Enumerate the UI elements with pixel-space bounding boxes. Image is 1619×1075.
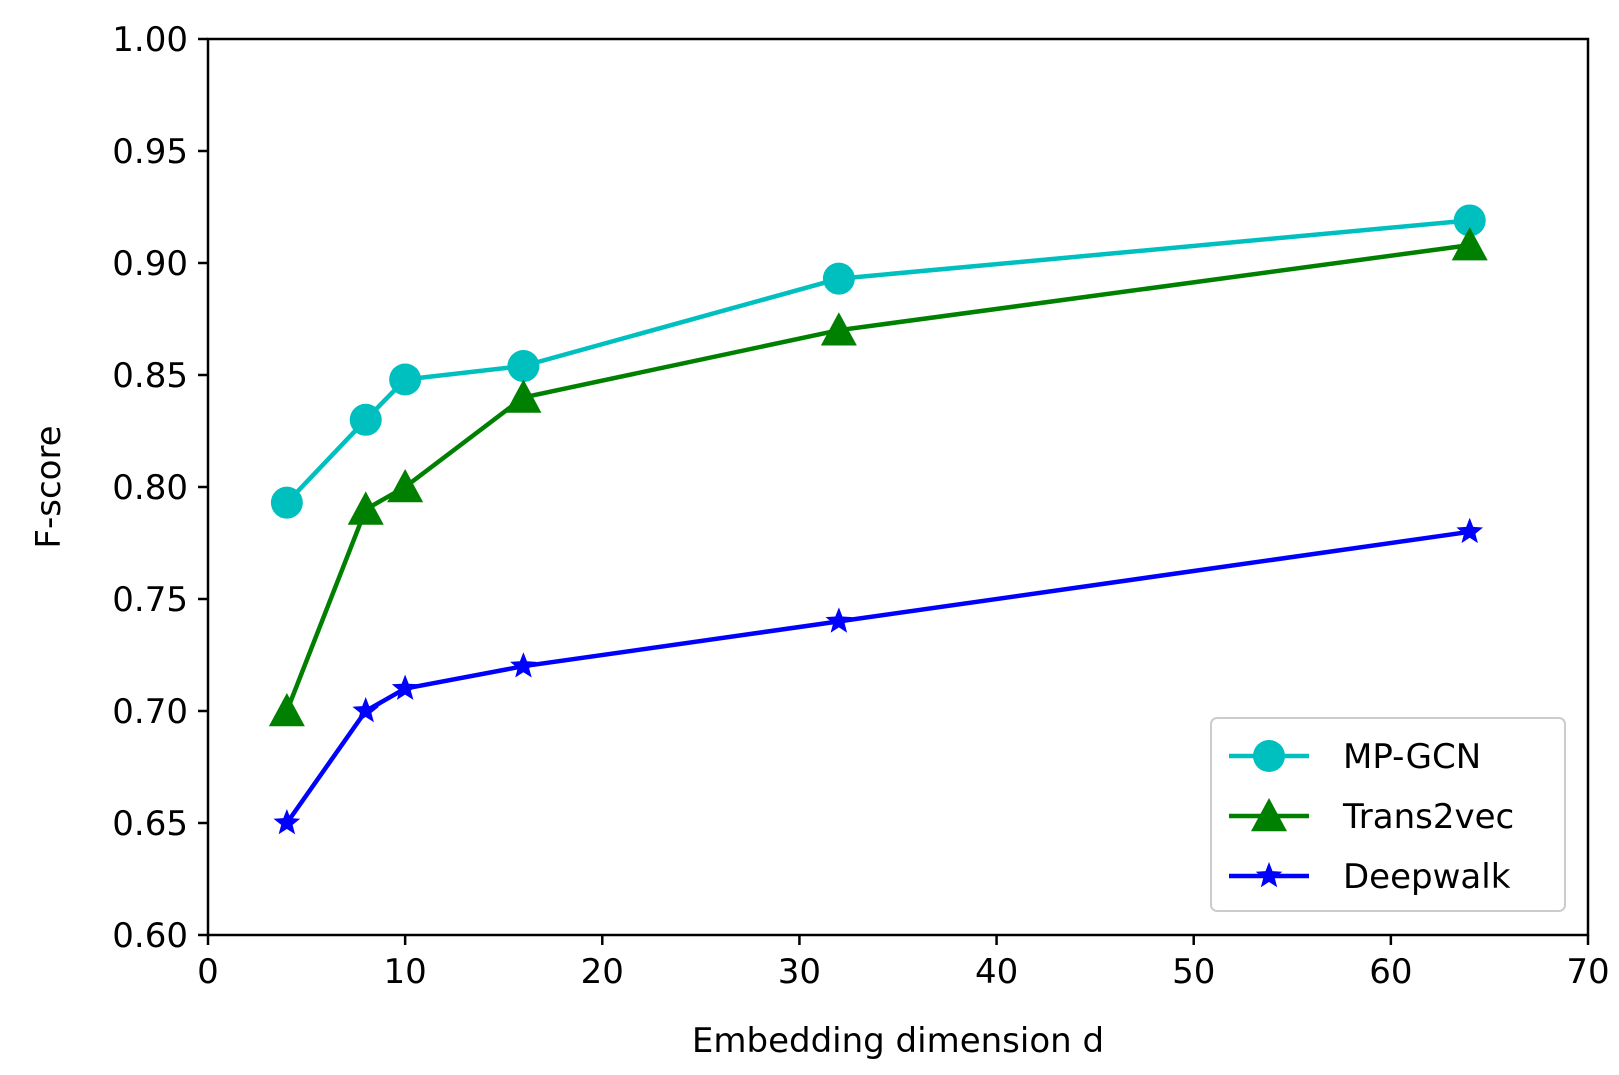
data-point [822, 262, 855, 295]
data-point [507, 350, 540, 383]
y-tick-label: 0.70 [112, 692, 188, 732]
data-point [387, 469, 424, 503]
y-axis-label: F-score [29, 425, 69, 548]
x-tick-label: 50 [1172, 952, 1215, 992]
series-deepwalk [273, 517, 1483, 835]
x-tick-label: 0 [197, 952, 219, 992]
legend: MP-GCN Trans2vec Deepwalk [1210, 717, 1566, 912]
data-point [510, 652, 537, 678]
series-trans2vec [268, 227, 1488, 727]
series-line [285, 529, 1471, 825]
data-point [1453, 204, 1486, 237]
data-point [349, 403, 382, 436]
data-point [273, 809, 301, 835]
data-point [1456, 517, 1483, 544]
y-tick-label: 0.75 [112, 580, 188, 620]
x-axis-label: Embedding dimension d [692, 1021, 1104, 1061]
y-axis: 0.60 0.65 0.70 0.75 0.80 0.85 0.90 0.95 1.00 [112, 20, 208, 956]
y-tick-label: 1.00 [112, 20, 188, 60]
legend-item: Deepwalk [1229, 857, 1511, 897]
legend-label: MP-GCN [1343, 737, 1481, 777]
series-line [284, 242, 1471, 712]
x-tick-label: 40 [975, 952, 1018, 992]
data-point [347, 491, 384, 525]
data-point [505, 379, 542, 413]
series-mp-gcn [270, 204, 1486, 519]
data-point [1451, 227, 1488, 261]
x-axis: 0 10 20 30 40 50 60 70 [197, 935, 1610, 992]
y-tick-label: 0.60 [112, 916, 188, 956]
data-point [270, 486, 303, 519]
y-tick-label: 0.90 [112, 244, 188, 284]
data-point [352, 697, 379, 723]
legend-label: Deepwalk [1343, 857, 1511, 897]
legend-item: Trans2vec [1229, 797, 1514, 837]
legend-marker [1255, 862, 1283, 888]
y-tick-label: 0.95 [112, 132, 188, 172]
x-tick-label: 60 [1369, 952, 1412, 992]
x-tick-label: 10 [384, 952, 427, 992]
legend-marker [1253, 740, 1285, 772]
x-tick-label: 30 [778, 952, 821, 992]
x-tick-label: 20 [581, 952, 624, 992]
legend-label: Trans2vec [1342, 797, 1514, 837]
legend-marker [1251, 798, 1287, 832]
series-line [285, 218, 1470, 505]
legend-item: MP-GCN [1229, 737, 1481, 777]
data-point [391, 674, 419, 700]
data-point [389, 363, 422, 396]
series-layer [268, 204, 1488, 835]
y-tick-label: 0.85 [112, 356, 188, 396]
data-point [820, 312, 857, 346]
legend-box [1210, 717, 1566, 912]
y-tick-label: 0.65 [112, 804, 188, 844]
x-tick-label: 70 [1566, 952, 1609, 992]
y-tick-label: 0.80 [112, 468, 188, 508]
data-point [268, 693, 305, 727]
data-point [825, 607, 853, 633]
